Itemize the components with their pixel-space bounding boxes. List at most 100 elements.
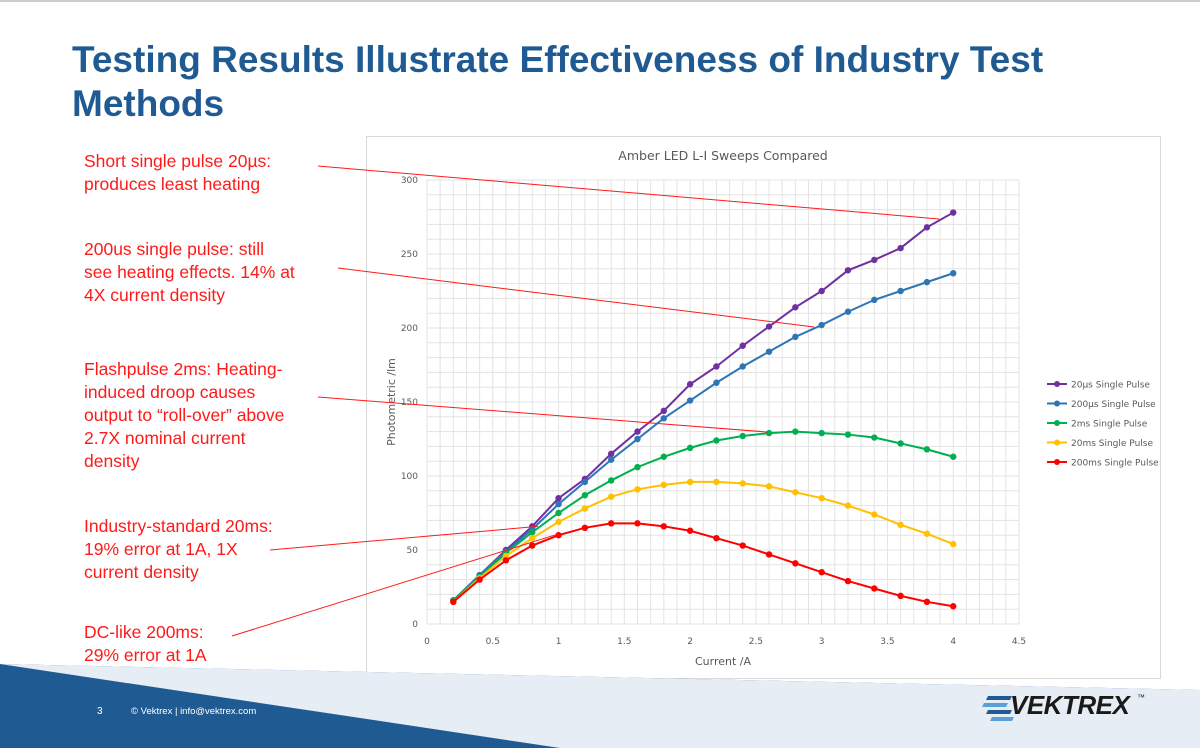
data-point xyxy=(713,534,720,542)
data-point xyxy=(660,523,667,530)
x-tick-label: 2.5 xyxy=(749,637,763,647)
annotation-line: DC-like 200ms: xyxy=(84,622,204,642)
data-point xyxy=(686,478,694,486)
data-point xyxy=(950,270,957,277)
legend-entry: 20µs Single Pulse xyxy=(1071,381,1150,391)
data-point xyxy=(792,560,799,567)
top-divider xyxy=(0,0,1200,2)
legend-entry: 200µs Single Pulse xyxy=(1071,400,1156,410)
data-point xyxy=(818,495,825,502)
data-point xyxy=(713,478,720,486)
annotation-line: 29% error at 1A xyxy=(84,645,207,665)
data-point xyxy=(897,521,904,529)
y-tick-label: 100 xyxy=(401,472,418,482)
x-axis-label: Current /A xyxy=(695,655,752,668)
data-point xyxy=(607,456,615,463)
data-point xyxy=(871,585,878,592)
data-point xyxy=(660,481,667,489)
data-point xyxy=(634,435,641,443)
vektrex-logo-icon xyxy=(982,696,1014,721)
x-tick-label: 3 xyxy=(819,637,825,647)
legend-entry: 20ms Single Pulse xyxy=(1071,439,1153,449)
annotation-200ms: DC-like 200ms: 29% error at 1A xyxy=(84,621,207,667)
data-point xyxy=(950,540,957,548)
footer-band-light xyxy=(0,664,1200,748)
data-point xyxy=(818,429,825,437)
legend-swatch-marker xyxy=(1054,381,1060,387)
data-point xyxy=(686,381,694,388)
data-point xyxy=(950,209,957,216)
annotation-line: Industry-standard 20ms: xyxy=(84,516,273,536)
data-point xyxy=(871,511,878,518)
data-point xyxy=(607,520,615,527)
data-point xyxy=(739,480,746,487)
data-point xyxy=(923,530,931,537)
y-tick-label: 250 xyxy=(401,250,418,260)
x-tick-label: 0.5 xyxy=(486,637,500,647)
data-point xyxy=(844,308,852,315)
logo-wordmark: VEKTREX xyxy=(1010,690,1130,720)
annotation-line: 19% error at 1A, 1X xyxy=(84,539,238,559)
annotation-line: 2.7X nominal current xyxy=(84,428,246,448)
series-line-1 xyxy=(452,272,954,602)
data-point xyxy=(739,542,746,549)
data-point xyxy=(713,437,720,444)
logo-trademark: ™ xyxy=(1137,693,1145,702)
data-point xyxy=(844,502,852,509)
data-point xyxy=(897,244,904,252)
data-point xyxy=(844,431,852,438)
copyright-text[interactable]: © Vektrex | info@vektrex.com xyxy=(131,706,257,717)
x-tick-label: 1 xyxy=(556,637,562,647)
x-tick-label: 4.5 xyxy=(1012,637,1026,647)
data-point xyxy=(950,603,957,610)
legend-entry: 2ms Single Pulse xyxy=(1071,420,1148,430)
data-point xyxy=(713,379,720,386)
data-point xyxy=(607,450,615,457)
annotation-20ms: Industry-standard 20ms: 19% error at 1A,… xyxy=(84,515,273,584)
data-point xyxy=(739,363,746,370)
data-point xyxy=(818,321,825,329)
annotation-200us: 200us single pulse: still see heating ef… xyxy=(84,238,295,307)
data-point xyxy=(555,495,562,502)
data-point xyxy=(555,500,562,508)
annotation-line: 4X current density xyxy=(84,285,226,305)
x-tick-label: 1.5 xyxy=(617,637,631,647)
data-point xyxy=(871,434,878,441)
data-point xyxy=(765,348,773,355)
data-point xyxy=(923,278,931,286)
data-point xyxy=(844,267,852,274)
series-line-0 xyxy=(452,211,954,602)
page-number: 3 xyxy=(97,706,103,717)
legend-swatch-marker xyxy=(1054,400,1060,407)
legend-swatch-marker xyxy=(1054,420,1060,426)
data-point xyxy=(581,492,589,499)
data-point xyxy=(607,477,615,484)
data-point xyxy=(792,428,799,435)
data-point xyxy=(607,493,615,500)
y-tick-label: 200 xyxy=(401,324,418,334)
legend-entry: 200ms Single Pulse xyxy=(1071,459,1159,469)
data-point xyxy=(739,432,746,440)
annotation-line: output to “roll-over” above xyxy=(84,405,285,425)
data-point xyxy=(871,256,878,264)
data-point xyxy=(792,333,799,341)
x-tick-label: 2 xyxy=(687,637,693,647)
annotation-line: density xyxy=(84,451,140,471)
data-point xyxy=(581,524,589,531)
data-point xyxy=(897,440,904,447)
data-point xyxy=(897,592,904,600)
data-point xyxy=(660,453,667,460)
data-point xyxy=(897,287,904,295)
data-point xyxy=(713,363,720,370)
annotation-line: see heating effects. 14% at xyxy=(84,262,295,282)
legend-swatch-marker xyxy=(1054,459,1060,465)
data-point xyxy=(923,224,931,231)
annotation-line: 200us single pulse: still xyxy=(84,239,264,259)
data-point xyxy=(555,509,562,517)
annotation-20us: Short single pulse 20µs: produces least … xyxy=(84,150,271,196)
data-point xyxy=(634,463,641,471)
data-point xyxy=(686,527,694,534)
data-point xyxy=(634,486,641,493)
data-point xyxy=(555,518,562,526)
